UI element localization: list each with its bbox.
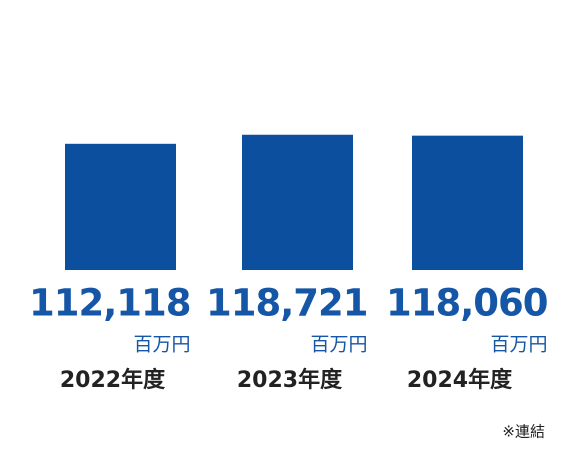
bar xyxy=(65,143,176,270)
unit-label: 百万円 xyxy=(310,334,367,356)
x-tick-label: 2023年度 xyxy=(237,367,343,393)
note: ※連結 xyxy=(502,423,545,441)
x-tick-label: 2024年度 xyxy=(407,367,513,393)
bar xyxy=(242,134,353,270)
value-label: 118,060 xyxy=(386,282,548,325)
unit-label: 百万円 xyxy=(133,334,190,356)
x-tick-label: 2022年度 xyxy=(60,367,166,393)
unit-label: 百万円 xyxy=(490,334,547,356)
value-label: 118,721 xyxy=(206,282,368,325)
value-label: 112,118 xyxy=(29,282,191,325)
bar xyxy=(412,135,523,270)
